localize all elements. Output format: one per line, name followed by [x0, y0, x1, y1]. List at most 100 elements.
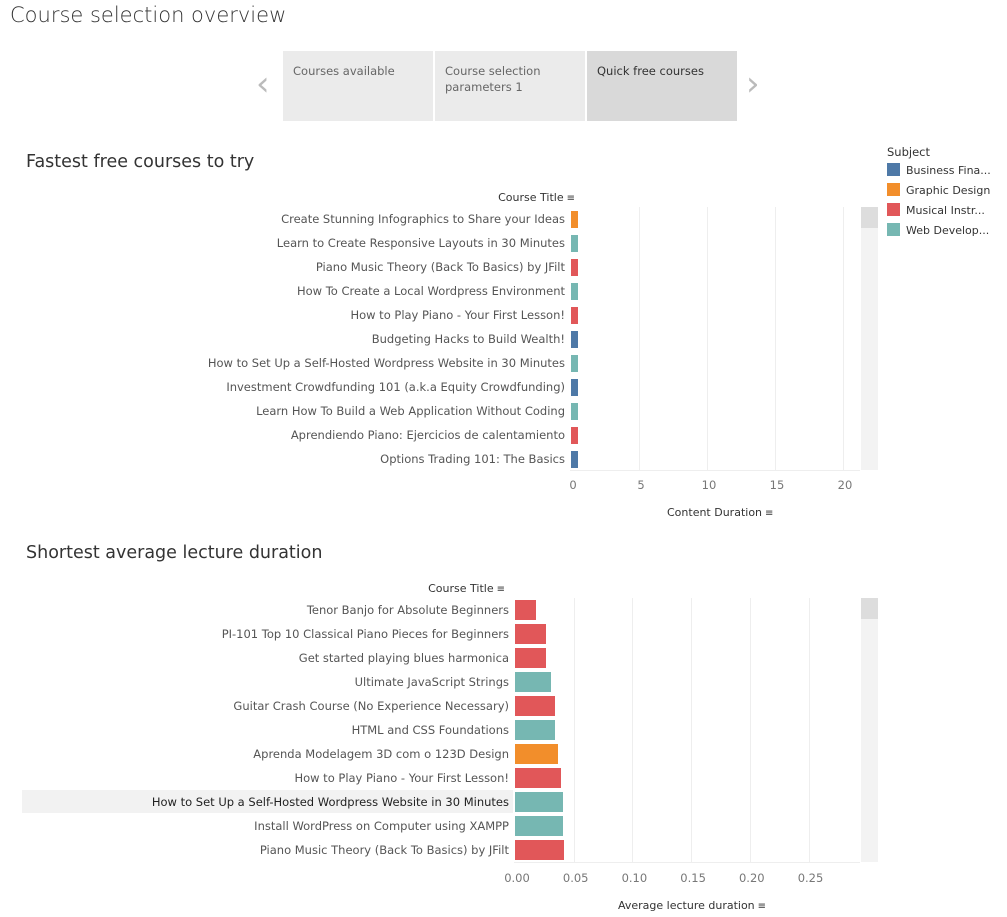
gridline	[639, 207, 640, 470]
gridline	[573, 598, 575, 862]
x-tick-label: 20	[837, 478, 853, 492]
legend-label: Web Develop...	[906, 224, 990, 237]
bar[interactable]	[571, 378, 578, 396]
row-label[interactable]: Learn How To Build a Web Application Wit…	[256, 404, 565, 418]
row-label[interactable]: Ultimate JavaScript Strings	[354, 675, 509, 689]
row-label[interactable]: How to Play Piano - Your First Lesson!	[294, 771, 509, 785]
x-axis-label: Content Duration	[667, 506, 763, 519]
legend-label: Business Fina...	[906, 164, 991, 177]
row-label[interactable]: Budgeting Hacks to Build Wealth!	[371, 332, 565, 346]
legend-swatch	[887, 183, 900, 196]
x-axis-title[interactable]: Content Duration ≡	[667, 506, 773, 519]
legend: Subject Business Fina... Graphic Design Mu…	[887, 145, 991, 241]
row-label[interactable]: Get started playing blues harmonica	[298, 651, 509, 665]
column-header[interactable]: Course Title ≡	[498, 191, 575, 204]
x-tick-label: 15	[769, 478, 785, 492]
row-label[interactable]: Options Trading 101: The Basics	[380, 452, 565, 466]
bar[interactable]	[571, 258, 578, 276]
row-label[interactable]: How to Play Piano - Your First Lesson!	[350, 308, 565, 322]
gridline	[691, 598, 693, 862]
gridline	[707, 207, 708, 470]
row-highlight	[22, 790, 513, 813]
gridline	[775, 207, 776, 470]
row-label[interactable]: PI-101 Top 10 Classical Piano Pieces for…	[221, 627, 509, 641]
legend-item[interactable]: Business Fina...	[887, 161, 991, 181]
x-tick-label: 0	[569, 478, 577, 492]
row-label[interactable]: Tenor Banjo for Absolute Beginners	[306, 603, 509, 617]
prev-arrow-icon[interactable]: ‹	[256, 64, 270, 104]
bar[interactable]	[515, 816, 564, 836]
bar[interactable]	[515, 600, 537, 620]
legend-item[interactable]: Graphic Design	[887, 181, 991, 201]
row-label[interactable]: Aprenda Modelagem 3D com o 123D Design	[253, 747, 509, 761]
tab-quick-free-courses[interactable]: Quick free courses	[587, 51, 737, 121]
legend-swatch	[887, 223, 900, 236]
row-label[interactable]: Guitar Crash Course (No Experience Neces…	[233, 699, 509, 713]
row-label[interactable]: HTML and CSS Foundations	[351, 723, 509, 737]
row-label[interactable]: Learn to Create Responsive Layouts in 30…	[276, 236, 565, 250]
scrollbar[interactable]	[861, 207, 878, 470]
bar[interactable]	[571, 354, 578, 372]
tab-course-selection-parameters[interactable]: Course selection parameters 1	[435, 51, 585, 121]
bar[interactable]	[515, 720, 555, 740]
bar[interactable]	[515, 648, 546, 668]
sort-icon[interactable]: ≡	[566, 193, 575, 204]
x-tick-label: 0.05	[562, 871, 589, 885]
bar[interactable]	[515, 768, 561, 788]
bar[interactable]	[571, 306, 578, 324]
column-header[interactable]: Course Title ≡	[428, 582, 505, 595]
bar[interactable]	[571, 402, 578, 420]
row-label[interactable]: How To Create a Local Wordpress Environm…	[296, 284, 565, 298]
bar[interactable]	[515, 840, 565, 860]
x-tick-label: 10	[701, 478, 717, 492]
scrollbar-thumb[interactable]	[861, 207, 878, 228]
sort-icon[interactable]: ≡	[765, 508, 774, 519]
x-tick-label: 0.20	[738, 871, 765, 885]
legend-title: Subject	[887, 145, 930, 159]
sort-icon[interactable]: ≡	[757, 901, 767, 912]
gridline	[749, 598, 751, 862]
legend-item[interactable]: Musical Instr...	[887, 201, 991, 221]
column-header-label: Course Title	[498, 191, 564, 204]
legend-swatch	[887, 203, 900, 216]
legend-item[interactable]: Web Develop...	[887, 221, 991, 241]
bar[interactable]	[571, 330, 578, 348]
row-label[interactable]: Investment Crowdfunding 101 (a.k.a Equit…	[226, 380, 565, 394]
legend-swatch	[887, 163, 900, 176]
gridline	[808, 598, 810, 862]
bar[interactable]	[515, 624, 546, 644]
row-label[interactable]: Piano Music Theory (Back To Basics) by J…	[259, 843, 509, 857]
scrollbar-thumb[interactable]	[861, 598, 878, 619]
bar[interactable]	[515, 696, 555, 716]
gridline	[843, 207, 844, 470]
row-label[interactable]: Piano Music Theory (Back To Basics) by J…	[315, 260, 565, 274]
page-title: Course selection overview	[10, 3, 287, 27]
x-tick-label: 0.10	[621, 871, 648, 885]
row-label[interactable]: Aprendiendo Piano: Ejercicios de calenta…	[290, 428, 565, 442]
legend-label: Musical Instr...	[906, 204, 985, 217]
bar[interactable]	[515, 744, 559, 764]
next-arrow-icon[interactable]: ›	[746, 64, 760, 104]
scrollbar[interactable]	[861, 598, 878, 862]
bar[interactable]	[515, 792, 564, 812]
row-label[interactable]: Create Stunning Infographics to Share yo…	[281, 212, 565, 226]
tab-courses-available[interactable]: Courses available	[283, 51, 433, 121]
x-axis-title[interactable]: Average lecture duration ≡	[618, 899, 766, 912]
x-tick-label: 0.15	[680, 871, 706, 885]
sort-icon[interactable]: ≡	[496, 584, 505, 595]
chart-title: Fastest free courses to try	[26, 152, 255, 172]
bar[interactable]	[515, 672, 552, 692]
bar[interactable]	[571, 210, 578, 228]
bar[interactable]	[571, 234, 578, 252]
chart-title: Shortest average lecture duration	[26, 543, 323, 563]
x-axis-label: Average lecture duration	[618, 899, 755, 912]
bar[interactable]	[571, 282, 578, 300]
x-tick-label: 0.00	[504, 871, 530, 885]
x-axis-line	[514, 862, 860, 863]
bar[interactable]	[571, 450, 578, 468]
row-label[interactable]: How to Set Up a Self-Hosted Wordpress We…	[207, 356, 565, 370]
row-label[interactable]: How to Set Up a Self-Hosted Wordpress We…	[151, 795, 509, 809]
row-label[interactable]: Install WordPress on Computer using XAMP…	[254, 819, 509, 833]
bar[interactable]	[571, 426, 578, 444]
x-tick-label: 0.25	[797, 871, 824, 885]
